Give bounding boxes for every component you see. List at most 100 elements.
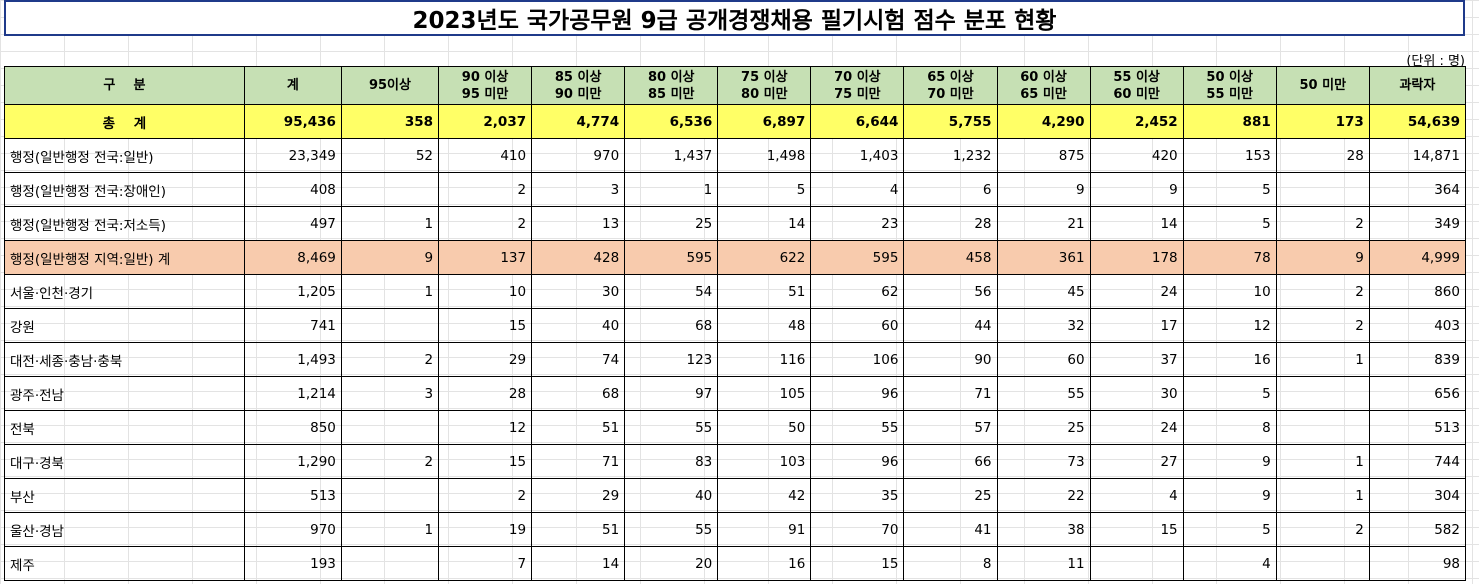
value-cell[interactable]: 10	[438, 274, 533, 309]
value-cell[interactable]: 2	[1275, 274, 1370, 309]
row-label-cell[interactable]: 강원	[4, 308, 245, 343]
value-cell[interactable]: 16	[1182, 342, 1277, 377]
value-cell[interactable]: 1	[340, 512, 440, 547]
value-cell[interactable]: 2	[340, 342, 440, 377]
value-cell[interactable]: 6	[903, 172, 998, 207]
value-cell[interactable]: 582	[1368, 512, 1467, 547]
value-cell[interactable]: 106	[810, 342, 905, 377]
value-cell[interactable]: 9	[340, 240, 440, 275]
value-cell[interactable]	[1275, 376, 1370, 411]
value-cell[interactable]: 4	[810, 172, 905, 207]
column-header[interactable]: 계	[243, 66, 342, 105]
value-cell[interactable]: 595	[624, 240, 719, 275]
value-cell[interactable]: 45	[996, 274, 1091, 309]
value-cell[interactable]: 1,493	[243, 342, 342, 377]
value-cell[interactable]: 40	[624, 478, 719, 513]
value-cell[interactable]: 29	[438, 342, 533, 377]
row-label-cell[interactable]: 행정(일반행정 전국:일반)	[4, 138, 245, 173]
value-cell[interactable]	[1275, 410, 1370, 445]
value-cell[interactable]: 116	[717, 342, 812, 377]
value-cell[interactable]: 60	[810, 308, 905, 343]
value-cell[interactable]: 403	[1368, 308, 1467, 343]
value-cell[interactable]: 8,469	[243, 240, 342, 275]
row-label-cell[interactable]: 행정(일반행정 지역:일반) 계	[4, 240, 245, 275]
value-cell[interactable]: 44	[903, 308, 998, 343]
value-cell[interactable]: 420	[1089, 138, 1184, 173]
value-cell[interactable]: 12	[1182, 308, 1277, 343]
value-cell[interactable]: 14	[717, 206, 812, 241]
value-cell[interactable]: 71	[903, 376, 998, 411]
value-cell[interactable]: 4,774	[531, 104, 626, 139]
value-cell[interactable]: 37	[1089, 342, 1184, 377]
value-cell[interactable]: 30	[1089, 376, 1184, 411]
value-cell[interactable]: 15	[438, 308, 533, 343]
value-cell[interactable]: 55	[810, 410, 905, 445]
value-cell[interactable]: 1	[1275, 444, 1370, 479]
value-cell[interactable]: 1	[340, 274, 440, 309]
value-cell[interactable]: 2	[1275, 206, 1370, 241]
value-cell[interactable]: 28	[903, 206, 998, 241]
value-cell[interactable]: 1,498	[717, 138, 812, 173]
row-label-cell[interactable]: 제주	[4, 546, 245, 581]
value-cell[interactable]: 3	[531, 172, 626, 207]
column-header[interactable]: 50 미만	[1275, 66, 1370, 105]
value-cell[interactable]: 1	[1275, 342, 1370, 377]
column-header[interactable]: 70 이상 75 미만	[810, 66, 905, 105]
value-cell[interactable]: 2	[438, 206, 533, 241]
value-cell[interactable]: 1	[624, 172, 719, 207]
value-cell[interactable]: 1,290	[243, 444, 342, 479]
value-cell[interactable]: 15	[1089, 512, 1184, 547]
value-cell[interactable]: 27	[1089, 444, 1184, 479]
value-cell[interactable]	[340, 172, 440, 207]
value-cell[interactable]: 744	[1368, 444, 1467, 479]
value-cell[interactable]: 17	[1089, 308, 1184, 343]
value-cell[interactable]: 9	[1182, 478, 1277, 513]
value-cell[interactable]: 2	[1275, 308, 1370, 343]
row-label-cell[interactable]: 부산	[4, 478, 245, 513]
value-cell[interactable]: 68	[531, 376, 626, 411]
value-cell[interactable]: 74	[531, 342, 626, 377]
value-cell[interactable]: 42	[717, 478, 812, 513]
value-cell[interactable]: 9	[996, 172, 1091, 207]
value-cell[interactable]: 68	[624, 308, 719, 343]
value-cell[interactable]: 15	[438, 444, 533, 479]
value-cell[interactable]: 91	[717, 512, 812, 547]
value-cell[interactable]: 2	[1275, 512, 1370, 547]
value-cell[interactable]: 2,037	[438, 104, 533, 139]
value-cell[interactable]: 349	[1368, 206, 1467, 241]
value-cell[interactable]: 15	[810, 546, 905, 581]
value-cell[interactable]: 71	[531, 444, 626, 479]
value-cell[interactable]: 860	[1368, 274, 1467, 309]
value-cell[interactable]: 1,437	[624, 138, 719, 173]
value-cell[interactable]: 4,290	[996, 104, 1091, 139]
column-header[interactable]: 60 이상 65 미만	[996, 66, 1091, 105]
value-cell[interactable]: 153	[1182, 138, 1277, 173]
value-cell[interactable]: 25	[996, 410, 1091, 445]
value-cell[interactable]: 40	[531, 308, 626, 343]
value-cell[interactable]: 38	[996, 512, 1091, 547]
value-cell[interactable]: 513	[1368, 410, 1467, 445]
value-cell[interactable]: 51	[717, 274, 812, 309]
value-cell[interactable]: 1,214	[243, 376, 342, 411]
value-cell[interactable]: 56	[903, 274, 998, 309]
value-cell[interactable]: 513	[243, 478, 342, 513]
value-cell[interactable]: 19	[438, 512, 533, 547]
value-cell[interactable]: 55	[996, 376, 1091, 411]
value-cell[interactable]: 66	[903, 444, 998, 479]
value-cell[interactable]: 497	[243, 206, 342, 241]
value-cell[interactable]: 1,232	[903, 138, 998, 173]
value-cell[interactable]: 6,644	[810, 104, 905, 139]
row-label-cell[interactable]: 울산·경남	[4, 512, 245, 547]
value-cell[interactable]	[340, 478, 440, 513]
column-header[interactable]: 80 이상 85 미만	[624, 66, 719, 105]
value-cell[interactable]: 1,205	[243, 274, 342, 309]
value-cell[interactable]: 173	[1275, 104, 1370, 139]
value-cell[interactable]: 123	[624, 342, 719, 377]
value-cell[interactable]: 103	[717, 444, 812, 479]
value-cell[interactable]: 178	[1089, 240, 1184, 275]
title-cell[interactable]: 2023년도 국가공무원 9급 공개경쟁채용 필기시험 점수 분포 현황	[4, 0, 1465, 36]
value-cell[interactable]: 4,999	[1368, 240, 1467, 275]
value-cell[interactable]: 458	[903, 240, 998, 275]
value-cell[interactable]: 25	[903, 478, 998, 513]
value-cell[interactable]: 1	[340, 206, 440, 241]
